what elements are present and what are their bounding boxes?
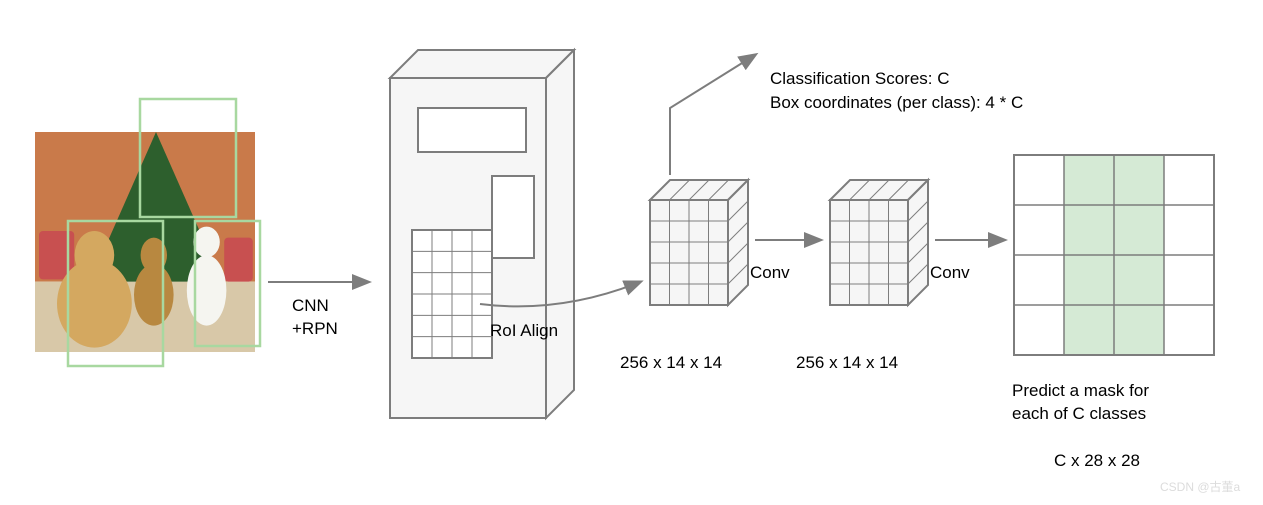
diagram-canvas xyxy=(0,0,1263,505)
label-dim2: 256 x 14 x 14 xyxy=(796,352,898,375)
label-mask-dim: C x 28 x 28 xyxy=(1054,450,1140,473)
label-conv1: Conv xyxy=(750,262,790,285)
label-box-coords: Box coordinates (per class): 4 * C xyxy=(770,92,1023,115)
label-predict1: Predict a mask for xyxy=(1012,380,1149,403)
label-roi-align: RoI Align xyxy=(490,320,558,343)
label-predict2: each of C classes xyxy=(1012,403,1146,426)
label-class-scores: Classification Scores: C xyxy=(770,68,950,91)
label-cnn-line1: CNN xyxy=(292,295,338,318)
watermark: CSDN @古董a xyxy=(1160,478,1240,495)
label-cnn-line2: +RPN xyxy=(292,318,338,341)
label-cnn: CNN +RPN xyxy=(292,295,338,341)
label-conv2: Conv xyxy=(930,262,970,285)
label-dim1: 256 x 14 x 14 xyxy=(620,352,722,375)
